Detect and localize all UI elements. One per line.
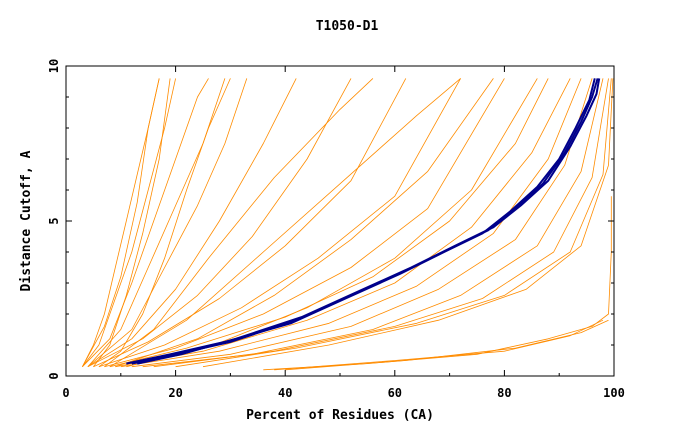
model-series-line-5: [87, 78, 297, 368]
x-tick-label: 0: [62, 386, 69, 400]
model-series-line-8: [98, 78, 461, 368]
y-axis-label: Distance Cutoff, A: [19, 150, 34, 291]
model-lines: [82, 78, 614, 371]
model-series-line-4: [87, 78, 248, 368]
model-series-line-12: [120, 78, 582, 368]
highlight-series-line-30: [136, 78, 601, 365]
model-series-line-19: [93, 78, 171, 367]
model-series-line-26: [115, 78, 494, 368]
model-series-line-11: [115, 78, 571, 368]
model-series-line-3: [87, 78, 226, 367]
y-tick-label: 0: [47, 372, 61, 379]
model-series-line-24: [285, 319, 609, 371]
model-series-line-18: [98, 78, 231, 368]
model-series-line-21: [109, 78, 461, 368]
x-tick-label: 100: [603, 386, 625, 400]
model-series-line-23: [274, 319, 604, 371]
model-series-line-14: [142, 78, 604, 368]
plot-frame: [65, 65, 615, 377]
y-tick-label: 10: [47, 59, 61, 73]
model-series-line-16: [175, 78, 612, 368]
x-tick-label: 40: [278, 386, 292, 400]
highlight-series-line-29: [126, 78, 596, 365]
y-tick-label: 5: [47, 217, 61, 224]
x-axis-label: Percent of Residues (CA): [246, 408, 434, 423]
x-tick-label: 20: [168, 386, 182, 400]
model-series-line-9: [104, 78, 505, 368]
model-series-line-2: [82, 78, 209, 367]
chart-title: T1050-D1: [316, 19, 379, 34]
model-series-line-15: [153, 78, 609, 368]
x-tick-label: 60: [388, 386, 402, 400]
model-series-line-6: [87, 78, 352, 368]
model-series-line-0: [82, 78, 160, 367]
model-series-line-10: [109, 78, 549, 368]
model-series-line-7: [93, 78, 407, 368]
model-series-line-17: [202, 78, 614, 368]
model-series-line-25: [82, 78, 160, 367]
model-series-line-20: [104, 78, 374, 368]
model-series-line-13: [131, 78, 593, 368]
x-tick-label: 80: [497, 386, 511, 400]
highlight-lines: [126, 78, 601, 365]
axis-ticks: 0 20 40 60 80 100 0 5 10: [47, 59, 625, 400]
model-series-line-1: [82, 78, 176, 367]
